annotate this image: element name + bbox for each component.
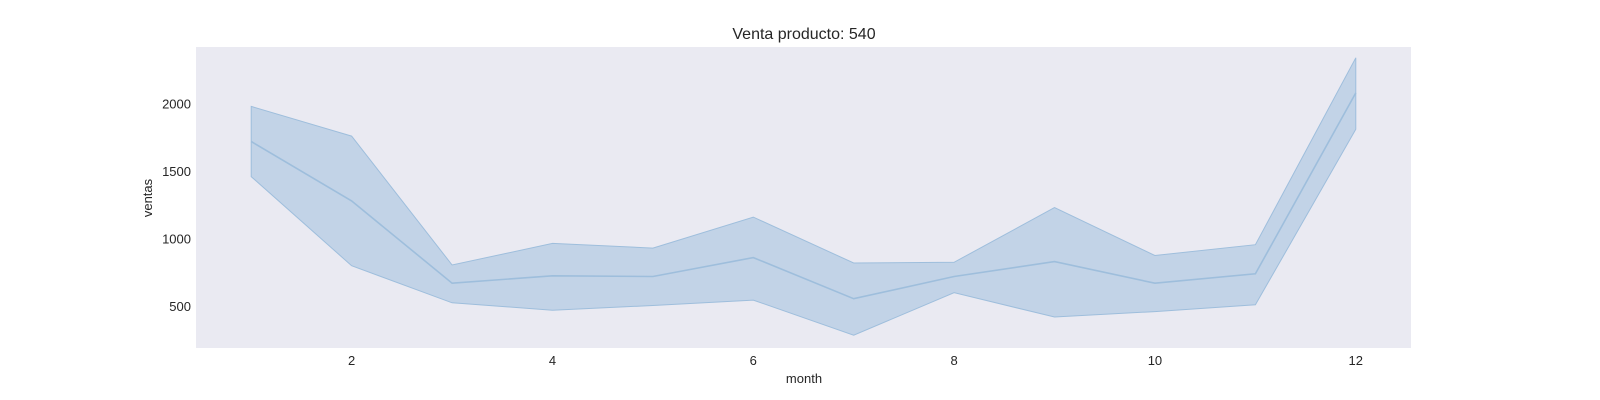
x-tick-label: 2 [348, 353, 355, 368]
y-tick-label: 1500 [162, 164, 191, 179]
x-axis-label: month [786, 371, 822, 386]
y-tick-label: 500 [169, 299, 191, 314]
y-tick-label: 1000 [162, 232, 191, 247]
confidence-band [250, 57, 1357, 336]
chart-title: Venta producto: 540 [732, 26, 875, 43]
x-tick-label: 4 [549, 353, 556, 368]
x-tick-label: 10 [1148, 353, 1162, 368]
x-tick-label: 6 [750, 353, 757, 368]
y-axis-label: ventas [140, 178, 155, 217]
x-tick-label: 8 [951, 353, 958, 368]
x-tick-label: 12 [1349, 353, 1363, 368]
series-line [250, 92, 1357, 300]
y-tick-label: 2000 [162, 97, 191, 112]
